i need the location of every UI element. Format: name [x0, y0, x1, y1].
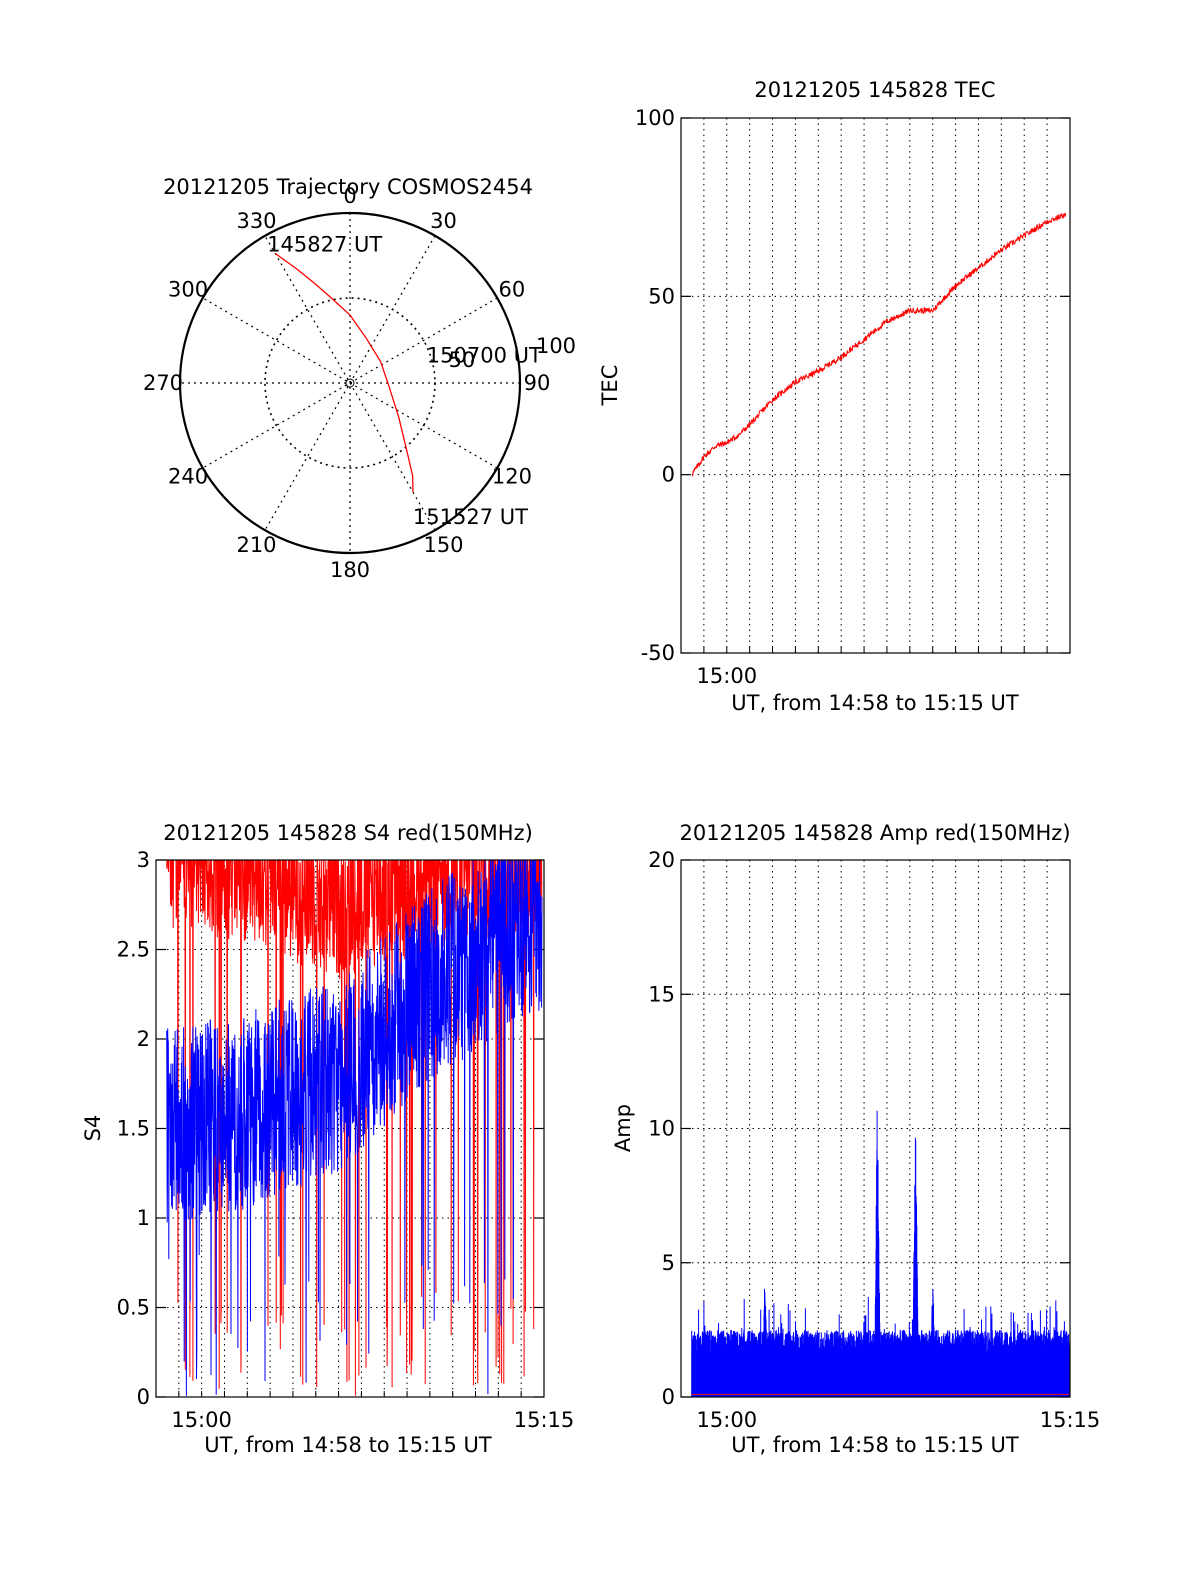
trajectory-series [274, 252, 414, 492]
tec-panel: 20121205 145828 TEC -50 0 50 100 15:00 UT, f… [598, 78, 1071, 715]
trajectory-annotation: 151527 UT [413, 505, 528, 529]
polar-azimuth-label: 60 [499, 278, 526, 302]
amp-xlabel: UT, from 14:58 to 15:15 UT [731, 1433, 1019, 1457]
amp-ylabel: Amp [611, 1104, 635, 1152]
y-tick-label: 0.5 [117, 1296, 150, 1320]
trajectory-annotations: 145827 UT 150700 UT 151527 UT [267, 232, 542, 529]
polar-azimuth-label: 120 [492, 465, 532, 489]
x-tick-label: 15:00 [697, 664, 758, 688]
trajectory-annotation: 150700 UT [427, 344, 542, 368]
polar-azimuth-label: 180 [330, 558, 370, 582]
s4-axes-frame [155, 859, 545, 1398]
polar-azimuth-label: 300 [168, 278, 208, 302]
polar-azimuth-label: 330 [236, 209, 276, 233]
polar-azimuth-label: 0 [343, 184, 356, 208]
amp-title: 20121205 145828 Amp red(150MHz) [679, 821, 1070, 845]
polar-radial-label: 100 [536, 334, 576, 358]
polar-ring-50 [264, 297, 436, 469]
x-tick-label: 15:00 [171, 1408, 232, 1432]
trajectory-panel: 20121205 Trajectory COSMOS2454 0 30 60 90 12… [143, 175, 576, 582]
tec-axes-frame [680, 117, 1071, 654]
amp-blue-series [691, 1110, 1070, 1397]
polar-center [345, 378, 355, 388]
x-tick-label: 15:00 [697, 1408, 758, 1432]
s4-xlabel: UT, from 14:58 to 15:15 UT [204, 1433, 492, 1457]
y-tick-label: 50 [648, 284, 675, 308]
y-tick-label: 15 [648, 982, 675, 1006]
polar-azimuth-label: 240 [168, 465, 208, 489]
tec-title: 20121205 145828 TEC [754, 78, 995, 102]
y-tick-label: 3 [137, 848, 150, 872]
s4-blue-series [166, 859, 543, 1396]
y-tick-label: 0 [662, 463, 675, 487]
polar-azimuth-label: 30 [430, 209, 457, 233]
tec-xlabel: UT, from 14:58 to 15:15 UT [731, 691, 1019, 715]
y-tick-label: 2.5 [117, 938, 150, 962]
y-tick-label: -50 [641, 641, 675, 665]
polar-outer-circle [178, 211, 522, 555]
trajectory-title: 20121205 Trajectory COSMOS2454 [163, 175, 533, 199]
y-tick-label: 0 [137, 1385, 150, 1409]
tec-plot: -50 0 50 100 15:00 [635, 106, 1071, 688]
tec-ylabel: TEC [598, 365, 622, 407]
trajectory-annotation: 145827 UT [267, 232, 382, 256]
polar-azimuth-label: 90 [524, 371, 551, 395]
y-tick-label: 1 [137, 1206, 150, 1230]
s4-red-series [166, 858, 543, 1396]
amp-panel: 20121205 145828 Amp red(150MHz) 0 5 10 15 20… [611, 821, 1100, 1457]
polar-azimuth-label: 210 [236, 533, 276, 557]
s4-ylabel: S4 [81, 1115, 105, 1142]
trajectory-line [274, 252, 414, 492]
x-tick-label: 15:15 [514, 1408, 575, 1432]
y-tick-label: 10 [648, 1117, 675, 1141]
polar-grid [178, 211, 522, 555]
y-tick-label: 20 [648, 848, 675, 872]
s4-plot: 0 0.5 1 1.5 2 2.5 3 15:00 15:15 [117, 848, 575, 1432]
y-tick-label: 0 [662, 1385, 675, 1409]
polar-azimuth-label: 150 [423, 533, 463, 557]
y-tick-label: 2 [137, 1027, 150, 1051]
amp-plot: 0 5 10 15 20 15:00 15:15 [648, 848, 1100, 1432]
y-tick-label: 1.5 [117, 1117, 150, 1141]
tec-line [691, 212, 1067, 477]
s4-panel: 20121205 145828 S4 red(150MHz) 0 0.5 1 1.5 2… [81, 821, 574, 1457]
polar-labels: 0 30 60 90 120 150 180 210 240 270 300 330 50 100 [143, 184, 576, 582]
x-tick-label: 15:15 [1040, 1408, 1101, 1432]
s4-title: 20121205 145828 S4 red(150MHz) [163, 821, 533, 845]
polar-spoke [264, 235, 436, 531]
y-tick-label: 5 [662, 1251, 675, 1275]
polar-radial-label: 50 [449, 348, 476, 372]
polar-azimuth-label: 270 [143, 371, 183, 395]
amp-axes-frame [680, 859, 1071, 1398]
y-tick-label: 100 [635, 106, 675, 130]
